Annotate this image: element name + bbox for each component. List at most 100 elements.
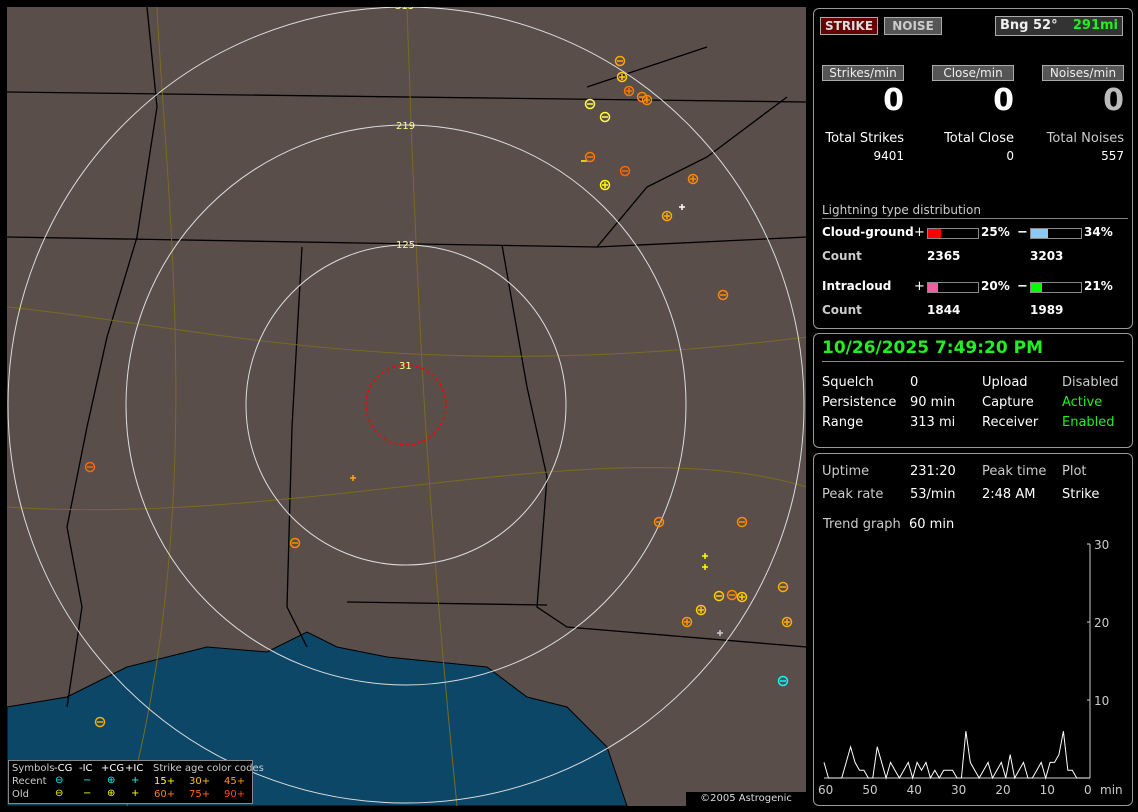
- status-value: Disabled: [1062, 375, 1119, 390]
- legend-h-ic-minus: -IC: [79, 763, 93, 774]
- noise-tab[interactable]: NOISE: [884, 17, 942, 35]
- plus-circle-marker: [616, 71, 628, 83]
- y-tick-label: 30: [1094, 538, 1109, 552]
- cg-minus-pct: 34%: [1084, 225, 1113, 239]
- x-unit: min: [1100, 783, 1123, 797]
- close-range-ring: [365, 364, 447, 446]
- ring-label-31: 31: [399, 361, 412, 372]
- highway: [126, 7, 177, 806]
- bearing-readout: Bng 52° 291mi: [995, 16, 1123, 36]
- datetime: 10/26/2025 7:49:20 PM: [822, 338, 1043, 358]
- distribution-title: Lightning type distribution: [822, 203, 981, 217]
- plot-type[interactable]: Strike: [1062, 487, 1100, 502]
- uptime: 231:20: [910, 464, 956, 479]
- ic-minus-count: 1989: [1030, 303, 1064, 317]
- minus-circle-marker: [619, 165, 631, 177]
- minus-circle-marker: [777, 675, 789, 687]
- plus-circle-marker: [695, 604, 707, 616]
- counts-panel: STRIKE NOISE Bng 52° 291mi Strikes/min C…: [813, 8, 1133, 329]
- strike-tab[interactable]: STRIKE: [820, 17, 878, 35]
- cg-plus-count: 2365: [927, 249, 961, 263]
- status-value: Enabled: [1062, 415, 1115, 430]
- minus-circle-marker: [289, 537, 301, 549]
- minus-circle-marker: [736, 516, 748, 528]
- divider: [822, 218, 1128, 219]
- cg-plus-bar: [927, 228, 979, 239]
- legend-h-cg-plus: +CG: [101, 763, 125, 774]
- peak-rate-label: Peak rate: [822, 487, 884, 502]
- distance: 291mi: [1072, 18, 1118, 33]
- status-label: Upload: [982, 375, 1028, 390]
- status-value: 0: [910, 375, 919, 390]
- plus-circle-marker: [736, 591, 748, 603]
- plus-marker: [717, 630, 723, 636]
- x-tick-label: 0: [1084, 783, 1092, 797]
- minus-circle-marker: [584, 98, 596, 110]
- copyright: ©2005 Astrogenic Systems: [686, 792, 806, 806]
- legend-h-ic-plus: +IC: [125, 763, 144, 774]
- minus-circle-marker: [653, 516, 665, 528]
- ic-minus-pct: 21%: [1084, 279, 1113, 293]
- uptime-label: Uptime: [822, 464, 870, 479]
- y-tick-label: 20: [1094, 616, 1109, 630]
- status-value: Active: [1062, 395, 1103, 410]
- plus-circle-marker: [599, 179, 611, 191]
- plus-marker: [679, 204, 685, 210]
- strikes-per-min: 0: [883, 83, 904, 118]
- state-border: [501, 244, 806, 648]
- status-label: Squelch: [822, 375, 874, 390]
- y-tick-label: 10: [1094, 694, 1109, 708]
- strike-map[interactable]: 313 219 125 31 ©2005 Astrogenic Systems: [7, 7, 806, 806]
- ic-minus-sign: −: [1017, 279, 1028, 294]
- ring-label-219: 219: [396, 121, 416, 132]
- peak-time: 2:48 AM: [982, 487, 1036, 502]
- x-tick-label: 10: [1040, 783, 1055, 797]
- age-75: 75+: [189, 789, 211, 800]
- total-noises-label: Total Noises: [1046, 131, 1124, 146]
- plus-circle-marker: [781, 616, 793, 628]
- ring-label-313: 313: [395, 7, 414, 12]
- total-strikes-label: Total Strikes: [825, 131, 904, 146]
- legend-old-label: Old: [12, 789, 29, 800]
- legend-age-title: Strike age color codes: [153, 763, 264, 774]
- status-label: Range: [822, 415, 864, 430]
- status-value: 313 mi: [910, 415, 956, 430]
- minus-circle-marker: [584, 151, 596, 163]
- status-value: 90 min: [910, 395, 956, 410]
- total-close: 0: [1006, 149, 1014, 163]
- minus-circle-marker: [717, 289, 729, 301]
- status-label: Receiver: [982, 415, 1039, 430]
- minus-circle-icon: ⊖: [55, 775, 64, 786]
- trend-label: Trend graph: [823, 517, 901, 532]
- status-panel: 10/26/2025 7:49:20 PM Squelch 0 Upload D…: [813, 333, 1133, 448]
- divider: [822, 361, 1124, 362]
- state-border: [286, 246, 308, 648]
- x-tick-label: 50: [862, 783, 877, 797]
- x-tick-label: 30: [951, 783, 966, 797]
- total-noises: 557: [1101, 149, 1124, 163]
- legend-symbols-label: Symbols: [12, 763, 55, 774]
- x-tick-label: 40: [907, 783, 922, 797]
- minus-icon: −: [83, 788, 92, 799]
- minus-circle-marker: [726, 589, 738, 601]
- ic-count-label: Count: [822, 303, 862, 317]
- plus-circle-marker: [681, 616, 693, 628]
- age-60: 60+: [154, 789, 176, 800]
- stats-panel: Uptime 231:20 Peak time Plot Peak rate 5…: [813, 453, 1133, 806]
- minus-circle-marker: [84, 461, 96, 473]
- status-label: Capture: [982, 395, 1034, 410]
- minus-circle-marker: [777, 581, 789, 593]
- trend-duration: 60 min: [909, 517, 955, 532]
- cg-minus-count: 3203: [1030, 249, 1064, 263]
- close-per-min: 0: [993, 83, 1014, 118]
- plot-label: Plot: [1062, 464, 1087, 479]
- cg-plus-sign: +: [914, 225, 925, 240]
- total-strikes: 9401: [873, 149, 904, 163]
- state-border: [66, 7, 158, 708]
- plus-marker: [702, 564, 708, 570]
- cg-plus-pct: 25%: [981, 225, 1010, 239]
- range-ring: [245, 244, 567, 566]
- minus-circle-marker: [599, 111, 611, 123]
- ring-label-125: 125: [396, 240, 416, 251]
- x-tick-label: 20: [995, 783, 1010, 797]
